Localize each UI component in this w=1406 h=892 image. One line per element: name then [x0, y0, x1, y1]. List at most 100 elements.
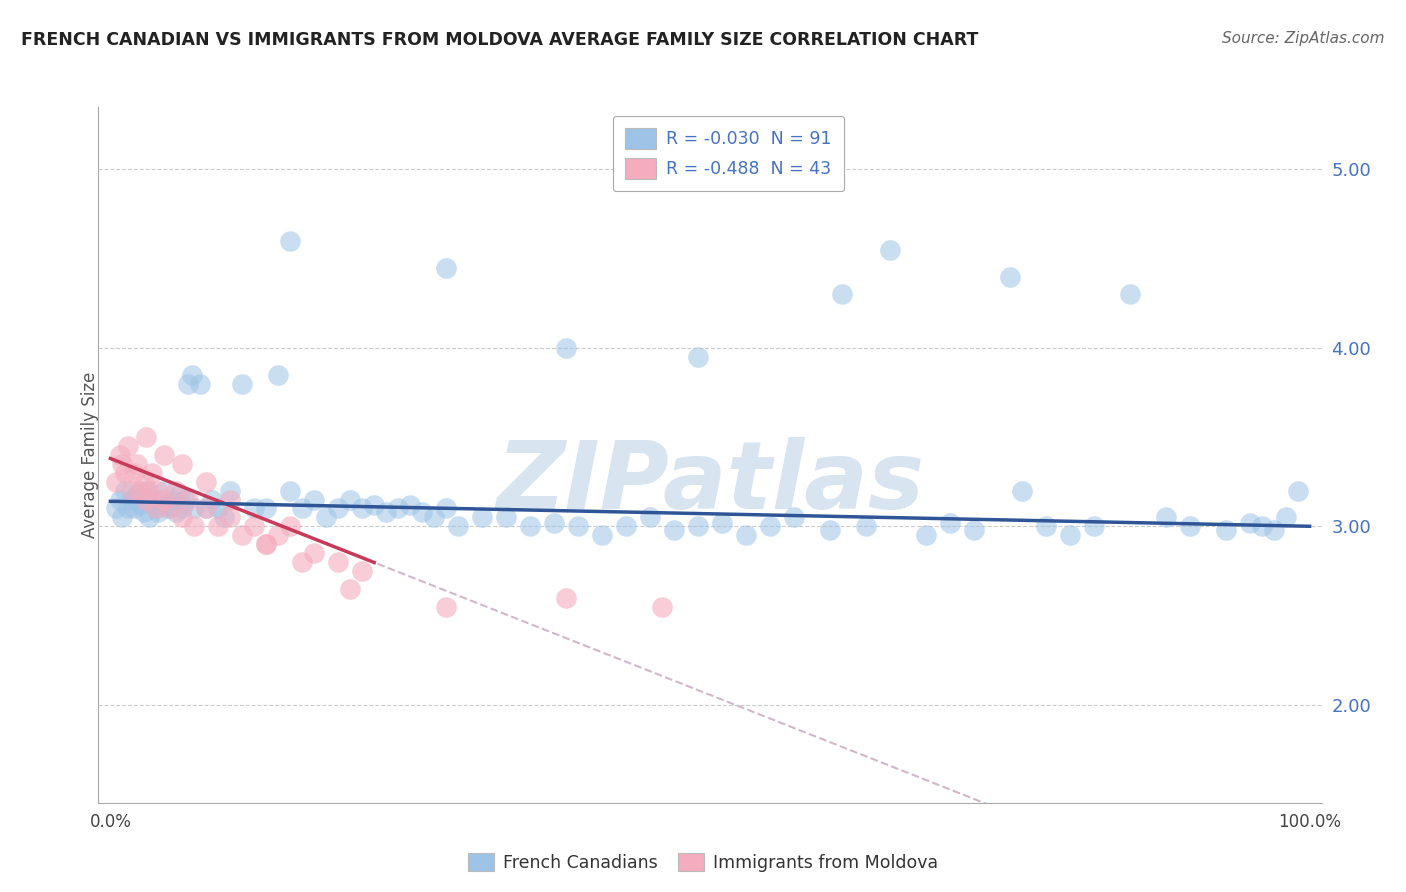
Point [132, 505, 155, 519]
Point [124, 466, 146, 480]
Point [686, 519, 709, 533]
Point [135, 483, 157, 498]
Point [141, 492, 163, 507]
Point [411, 505, 433, 519]
Point [555, 341, 578, 355]
Point [567, 519, 589, 533]
Point [434, 260, 457, 275]
Point [278, 234, 301, 248]
Point [172, 510, 194, 524]
Point [339, 582, 361, 596]
Point [1119, 287, 1142, 301]
Point [1035, 519, 1057, 533]
Point [159, 498, 181, 512]
Point [759, 519, 782, 533]
Point [153, 492, 176, 507]
Point [219, 483, 242, 498]
Point [1250, 519, 1272, 533]
Point [188, 376, 211, 391]
Point [519, 519, 541, 533]
Point [1286, 483, 1309, 498]
Point [121, 483, 143, 498]
Point [254, 501, 277, 516]
Point [278, 483, 301, 498]
Point [165, 505, 187, 519]
Point [114, 483, 136, 498]
Legend: French Canadians, Immigrants from Moldova: French Canadians, Immigrants from Moldov… [461, 847, 945, 879]
Point [915, 528, 938, 542]
Point [153, 448, 176, 462]
Y-axis label: Average Family Size: Average Family Size [82, 372, 98, 538]
Point [939, 516, 962, 530]
Point [555, 591, 578, 605]
Point [254, 537, 277, 551]
Point [135, 492, 157, 507]
Point [243, 519, 266, 533]
Point [278, 519, 301, 533]
Point [447, 519, 470, 533]
Point [149, 492, 172, 507]
Point [387, 501, 409, 516]
Point [125, 487, 148, 501]
Point [173, 492, 195, 507]
Point [399, 498, 422, 512]
Point [339, 492, 361, 507]
Point [111, 510, 134, 524]
Point [352, 501, 374, 516]
Point [195, 501, 218, 516]
Point [177, 492, 200, 507]
Point [219, 492, 242, 507]
Point [434, 501, 457, 516]
Point [183, 519, 205, 533]
Point [328, 555, 350, 569]
Point [352, 564, 374, 578]
Point [108, 492, 131, 507]
Point [111, 457, 134, 471]
Text: ZIPatlas: ZIPatlas [496, 437, 924, 529]
Point [1263, 523, 1285, 537]
Point [214, 510, 236, 524]
Point [165, 483, 187, 498]
Point [121, 492, 143, 507]
Point [963, 523, 986, 537]
Point [1059, 528, 1081, 542]
Point [172, 501, 194, 516]
Point [243, 501, 266, 516]
Text: FRENCH CANADIAN VS IMMIGRANTS FROM MOLDOVA AVERAGE FAMILY SIZE CORRELATION CHART: FRENCH CANADIAN VS IMMIGRANTS FROM MOLDO… [21, 31, 979, 49]
Point [638, 510, 661, 524]
Point [219, 510, 242, 524]
Point [591, 528, 613, 542]
Point [153, 483, 176, 498]
Point [145, 501, 167, 516]
Point [818, 523, 841, 537]
Point [108, 448, 131, 462]
Point [1011, 483, 1033, 498]
Point [132, 475, 155, 489]
Point [172, 457, 194, 471]
Point [207, 519, 229, 533]
Point [138, 510, 160, 524]
Point [267, 368, 290, 382]
Point [207, 501, 229, 516]
Point [162, 492, 184, 507]
Point [831, 287, 853, 301]
Point [148, 483, 170, 498]
Point [304, 546, 326, 560]
Point [998, 269, 1021, 284]
Point [183, 501, 205, 516]
Point [304, 492, 326, 507]
Point [471, 510, 494, 524]
Point [114, 466, 136, 480]
Point [141, 466, 163, 480]
Point [735, 528, 758, 542]
Point [117, 501, 139, 516]
Point [231, 528, 253, 542]
Point [135, 430, 157, 444]
Point [543, 516, 565, 530]
Point [201, 492, 224, 507]
Point [291, 555, 314, 569]
Point [124, 501, 146, 516]
Point [614, 519, 637, 533]
Point [148, 505, 170, 519]
Point [1239, 516, 1261, 530]
